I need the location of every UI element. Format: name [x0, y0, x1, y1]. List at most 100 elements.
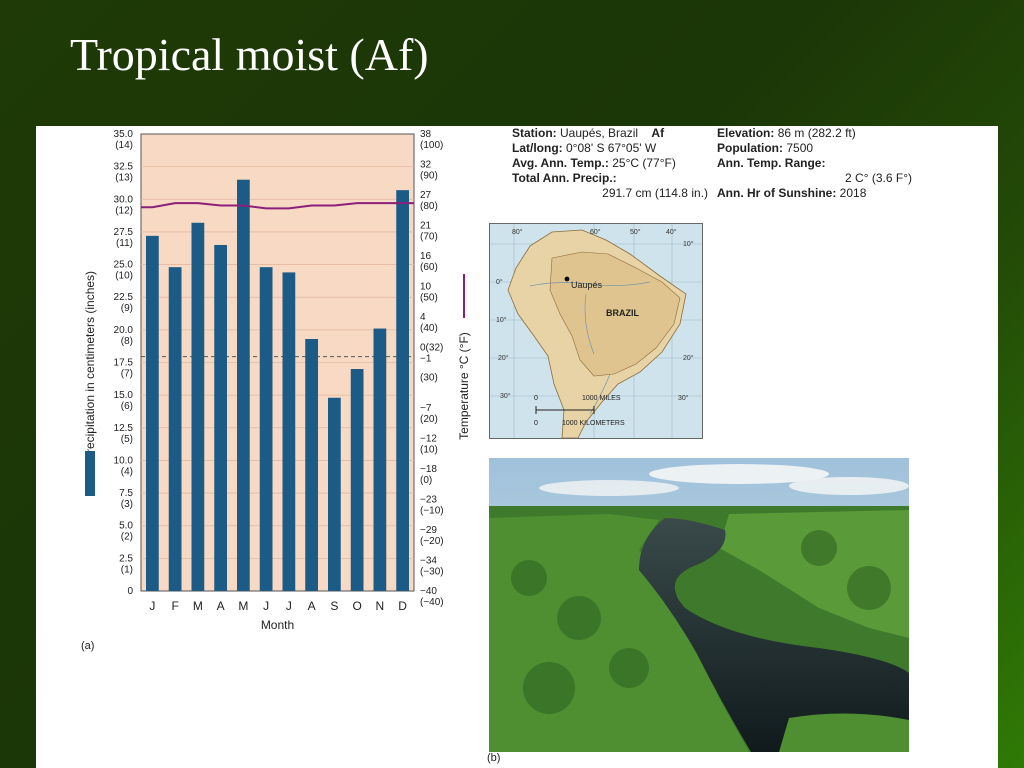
right-tick-fahrenheit: (−30): [420, 567, 444, 578]
left-tick-inches: (14): [115, 140, 133, 151]
precip-bar: [191, 222, 205, 591]
temp-range-label: Ann. Temp. Range:: [717, 156, 826, 170]
left-tick-inches: (12): [115, 205, 133, 216]
latlong-label: Lat/long:: [512, 141, 563, 155]
precip-bar: [259, 267, 273, 591]
rainforest-photo: [489, 458, 909, 752]
latlong-value: 0°08' S 67°05' W: [566, 141, 657, 155]
precip-bar: [237, 179, 250, 591]
population-value: 7500: [786, 141, 814, 155]
precip-bar: [328, 397, 341, 591]
left-tick-inches: (6): [121, 401, 133, 412]
right-tick-label: −23: [420, 495, 437, 506]
temperature-line: [141, 202, 414, 210]
month-label: A: [217, 599, 225, 613]
right-tick-fahrenheit: (−40): [420, 597, 444, 608]
map-lon-label: 60°: [590, 228, 601, 236]
right-tick-label: 10: [420, 281, 432, 292]
left-tick-label: 32.5: [114, 162, 134, 173]
month-label: J: [263, 599, 269, 613]
left-tick-inches: (3): [121, 499, 133, 510]
right-tick-label: 0(32): [420, 342, 443, 353]
y2-axis-label: Temperature °C (°F): [457, 332, 471, 440]
temp-range-value: 2 C° (3.6 F°): [845, 171, 912, 185]
left-tick-inches: (10): [115, 271, 133, 282]
x-axis-label: Month: [261, 618, 294, 632]
river: [639, 518, 909, 752]
left-tick-label: 15.0: [114, 390, 134, 401]
right-tick-label: −7: [420, 403, 432, 414]
sunshine-value: 2018: [839, 186, 867, 200]
left-tick-label: 25.0: [114, 260, 134, 271]
right-tick-fahrenheit: (80): [420, 201, 438, 212]
city-marker: [564, 276, 570, 282]
precip-bar: [305, 338, 318, 591]
south-america-map: Uaupés BRAZIL 80° 60° 50° 40° 10° 0° 10°…: [489, 223, 703, 439]
left-tick-label: 35.0: [114, 129, 134, 140]
slide-title: Tropical moist (Af): [70, 29, 429, 80]
precip-bar: [373, 328, 387, 591]
month-label: M: [193, 599, 203, 613]
right-tick-label: −29: [420, 525, 437, 536]
y-axis-label: Precipitation in centimeters (inches): [83, 271, 97, 461]
left-tick-inches: (13): [115, 173, 133, 184]
elevation-value: 86 m (282.2 ft): [777, 126, 856, 140]
precip-bar: [396, 190, 409, 591]
map-lon-label: 50°: [630, 228, 641, 236]
map-lat-label: 20°: [498, 354, 509, 362]
left-tick-label: 5.0: [119, 521, 133, 532]
left-tick-label: 12.5: [114, 423, 134, 434]
left-tick-label: 7.5: [119, 488, 133, 499]
right-tick-label: 21: [420, 220, 432, 231]
left-tick-inches: (4): [121, 466, 133, 477]
left-tick-label: 20.0: [114, 325, 134, 336]
map-svg: Uaupés BRAZIL 80° 60° 50° 40° 10° 0° 10°…: [490, 224, 702, 438]
map-scale-zero: 0: [534, 420, 538, 427]
right-tick-fahrenheit: (100): [420, 140, 443, 151]
precip-bar: [146, 235, 159, 591]
climograph: 35.0(14)32.5(13)30.0(12)27.5(11)25.0(10)…: [83, 129, 471, 632]
left-tick-inches: (2): [121, 532, 133, 543]
sunshine-label: Ann. Hr of Sunshine:: [717, 186, 837, 200]
chart-panel-label: (a): [81, 640, 95, 652]
right-tick-label: (30): [420, 373, 438, 384]
right-tick-fahrenheit: (70): [420, 231, 438, 242]
right-tick-fahrenheit: (40): [420, 323, 438, 334]
content-panel: 35.0 (14) 32.5 (13) 30.0 (12) 27.5 (11) 25.0 (10)…: [36, 126, 998, 768]
left-tick-label: 0: [127, 586, 133, 597]
photo-panel-label: (b): [487, 752, 501, 764]
map-lat-label: 0°: [496, 278, 503, 286]
month-label: N: [376, 599, 385, 613]
left-tick-label: 30.0: [114, 194, 134, 205]
month-label: S: [330, 599, 338, 613]
left-tick-label: 27.5: [114, 227, 134, 238]
precip-label: Total Ann. Precip.:: [512, 171, 617, 185]
right-tick-fahrenheit: (−10): [420, 506, 444, 517]
right-tick-fahrenheit: (50): [420, 292, 438, 303]
month-label: D: [398, 599, 407, 613]
map-scale-miles: 1000 MILES: [582, 395, 621, 402]
climate-code: Af: [651, 126, 665, 140]
right-tick-label: −12: [420, 434, 437, 445]
left-tick-inches: (7): [121, 369, 133, 380]
precip-bar: [168, 267, 182, 591]
left-tick-inches: (8): [121, 336, 133, 347]
month-label: F: [171, 599, 178, 613]
avgtemp-value: 25°C (77°F): [612, 156, 676, 170]
map-lat-label: 20°: [683, 354, 694, 362]
right-tick-fahrenheit: (−20): [420, 536, 444, 547]
map-lat-label: 30°: [678, 394, 689, 402]
right-tick-label: −34: [420, 556, 437, 567]
y2-axis-label-group: Temperature °C (°F): [457, 332, 471, 440]
right-tick-label: −18: [420, 464, 437, 475]
left-tick-label: 22.5: [114, 292, 134, 303]
right-tick-fahrenheit: (60): [420, 262, 438, 273]
station-value: Uaupés, Brazil: [560, 126, 639, 140]
right-tick-label: 4: [420, 312, 426, 323]
elevation-label: Elevation:: [717, 126, 775, 140]
avgtemp-label: Avg. Ann. Temp.:: [512, 156, 609, 170]
month-label: J: [286, 599, 292, 613]
month-label: A: [308, 599, 316, 613]
right-tick-fahrenheit: (90): [420, 170, 438, 181]
photo-svg: [489, 458, 909, 752]
